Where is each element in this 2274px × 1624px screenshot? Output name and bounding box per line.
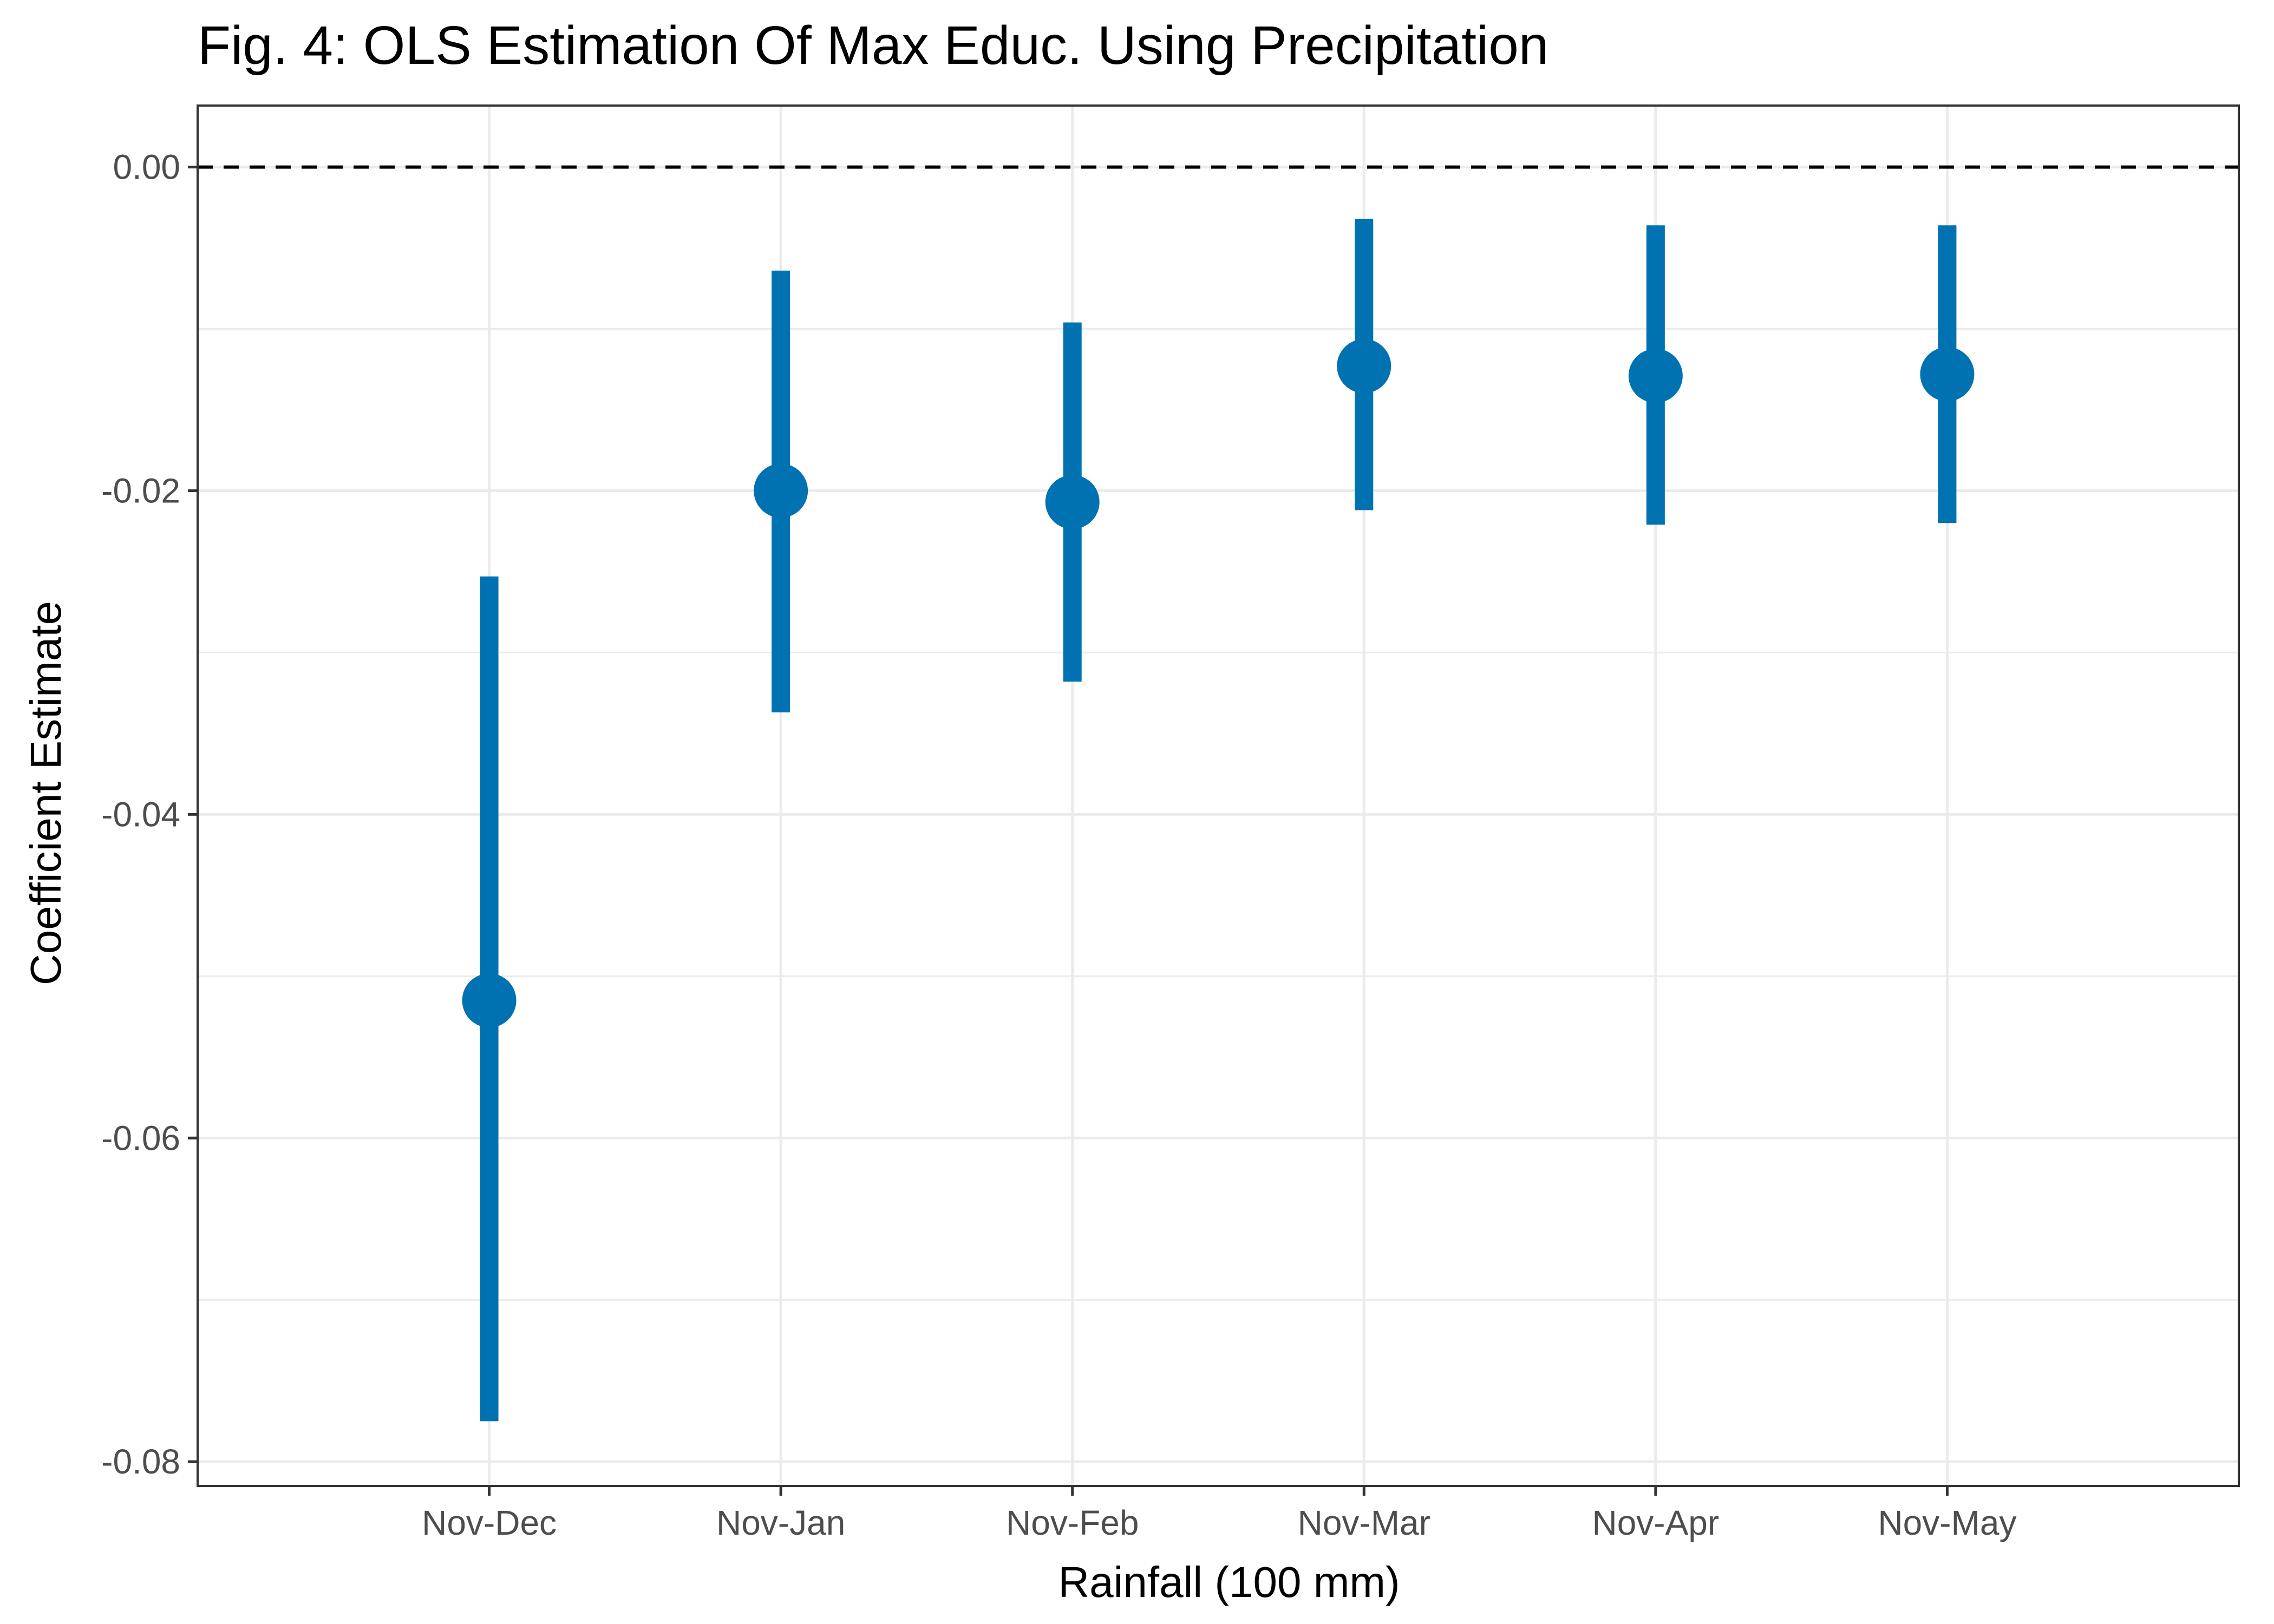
chart-title: Fig. 4: OLS Estimation Of Max Educ. Usin…: [198, 15, 1548, 76]
y-tick-label: -0.02: [101, 471, 180, 510]
x-axis-title: Rainfall (100 mm): [1058, 1558, 1400, 1606]
marks-layer: [462, 219, 1975, 1422]
x-tick-label: Nov-Apr: [1592, 1503, 1719, 1542]
estimate-point: [1337, 339, 1391, 394]
y-tick-label: -0.08: [101, 1442, 180, 1481]
y-tick-label: 0.00: [113, 148, 180, 187]
estimate-point: [1628, 349, 1683, 403]
panel-border: [197, 104, 2240, 1487]
x-axis: Nov-Dec Nov-Jan Nov-Feb Nov-Mar Nov-Apr Nov-M…: [422, 1486, 2016, 1542]
y-tick-label: -0.04: [101, 795, 180, 834]
x-tick-label: Nov-May: [1878, 1503, 2016, 1542]
y-axis: 0.00 -0.02 -0.04 -0.06 -0.08: [101, 148, 198, 1481]
x-tick-label: Nov-Mar: [1298, 1503, 1430, 1542]
x-tick-label: Nov-Feb: [1006, 1503, 1139, 1542]
estimate-point: [462, 973, 517, 1028]
estimate-point: [1920, 347, 1975, 402]
estimate-point: [1045, 475, 1100, 529]
y-tick-label: -0.06: [101, 1118, 180, 1157]
y-axis-title: Coefficient Estimate: [22, 601, 70, 985]
x-tick-label: Nov-Dec: [422, 1503, 557, 1542]
estimate-point: [754, 463, 808, 518]
x-tick-label: Nov-Jan: [716, 1503, 845, 1542]
